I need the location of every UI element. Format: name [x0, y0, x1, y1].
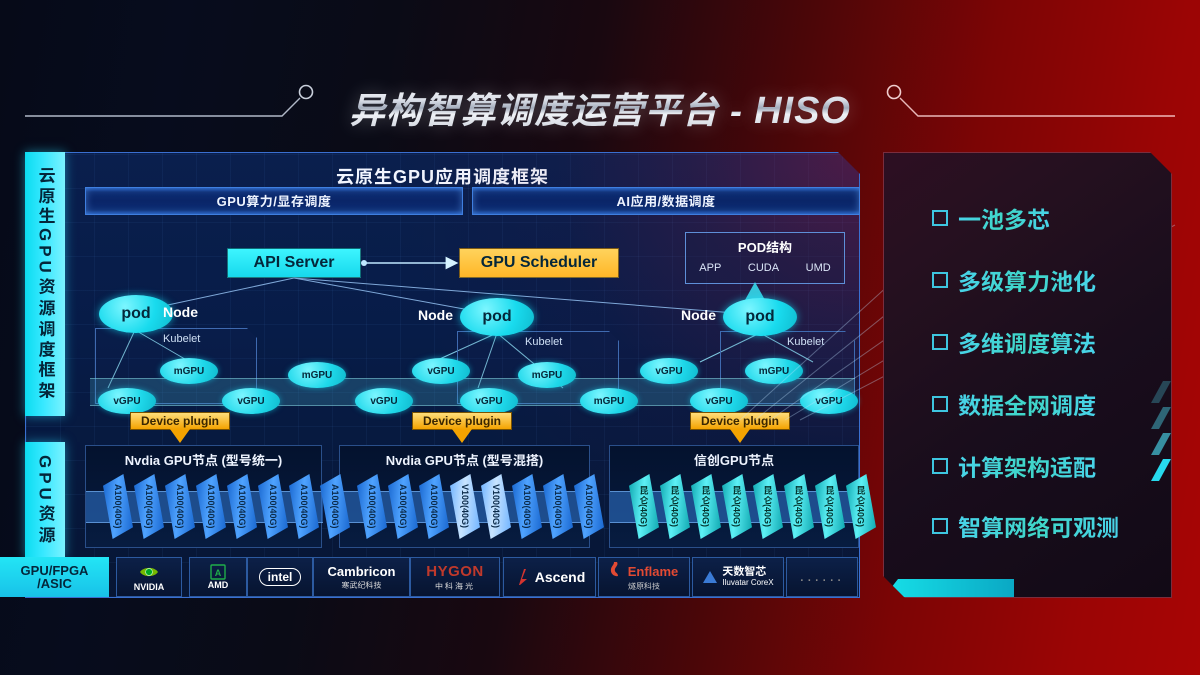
- svg-text:A: A: [215, 568, 222, 578]
